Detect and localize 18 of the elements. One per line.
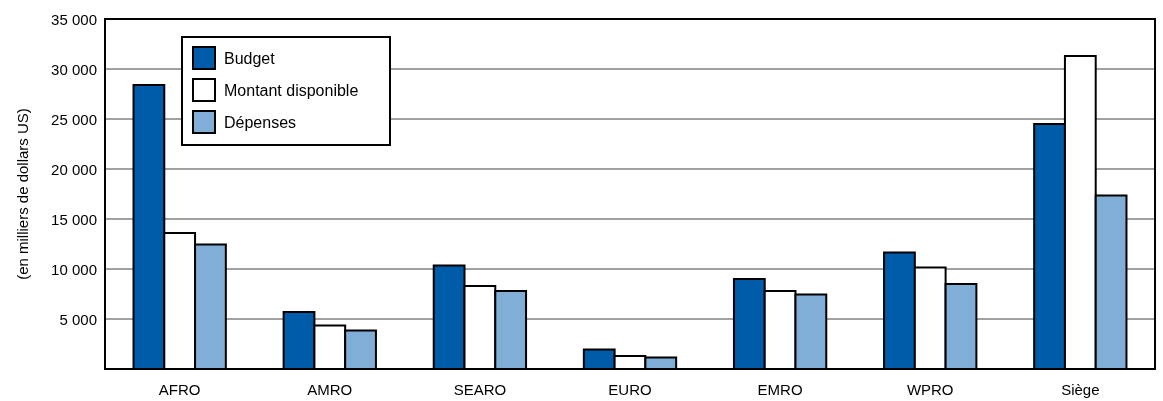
y-tick-label: 25 000: [51, 110, 97, 128]
y-tick-label: 30 000: [51, 60, 97, 78]
x-tick-label: EURO: [608, 380, 652, 398]
y-tick-label: 35 000: [51, 10, 97, 28]
x-tick-label: Siège: [1061, 380, 1100, 398]
y-axis-title: (en milliers de dollars US): [13, 108, 31, 280]
x-tick-label: AFRO: [158, 380, 201, 398]
x-tick-label: SEARO: [453, 380, 507, 398]
x-tick-label: AMRO: [307, 380, 353, 398]
legend-label: Budget: [224, 49, 276, 67]
x-tick-label: EMRO: [757, 380, 803, 398]
x-tick-label: WPRO: [906, 380, 954, 398]
y-tick-label: 15 000: [51, 210, 97, 228]
y-tick-label: 5 000: [59, 310, 97, 328]
y-tick-label: 10 000: [51, 260, 97, 278]
y-tick-label: 20 000: [51, 160, 97, 178]
legend-label: Dépenses: [224, 113, 297, 131]
legend-label: Montant disponible: [224, 81, 359, 99]
